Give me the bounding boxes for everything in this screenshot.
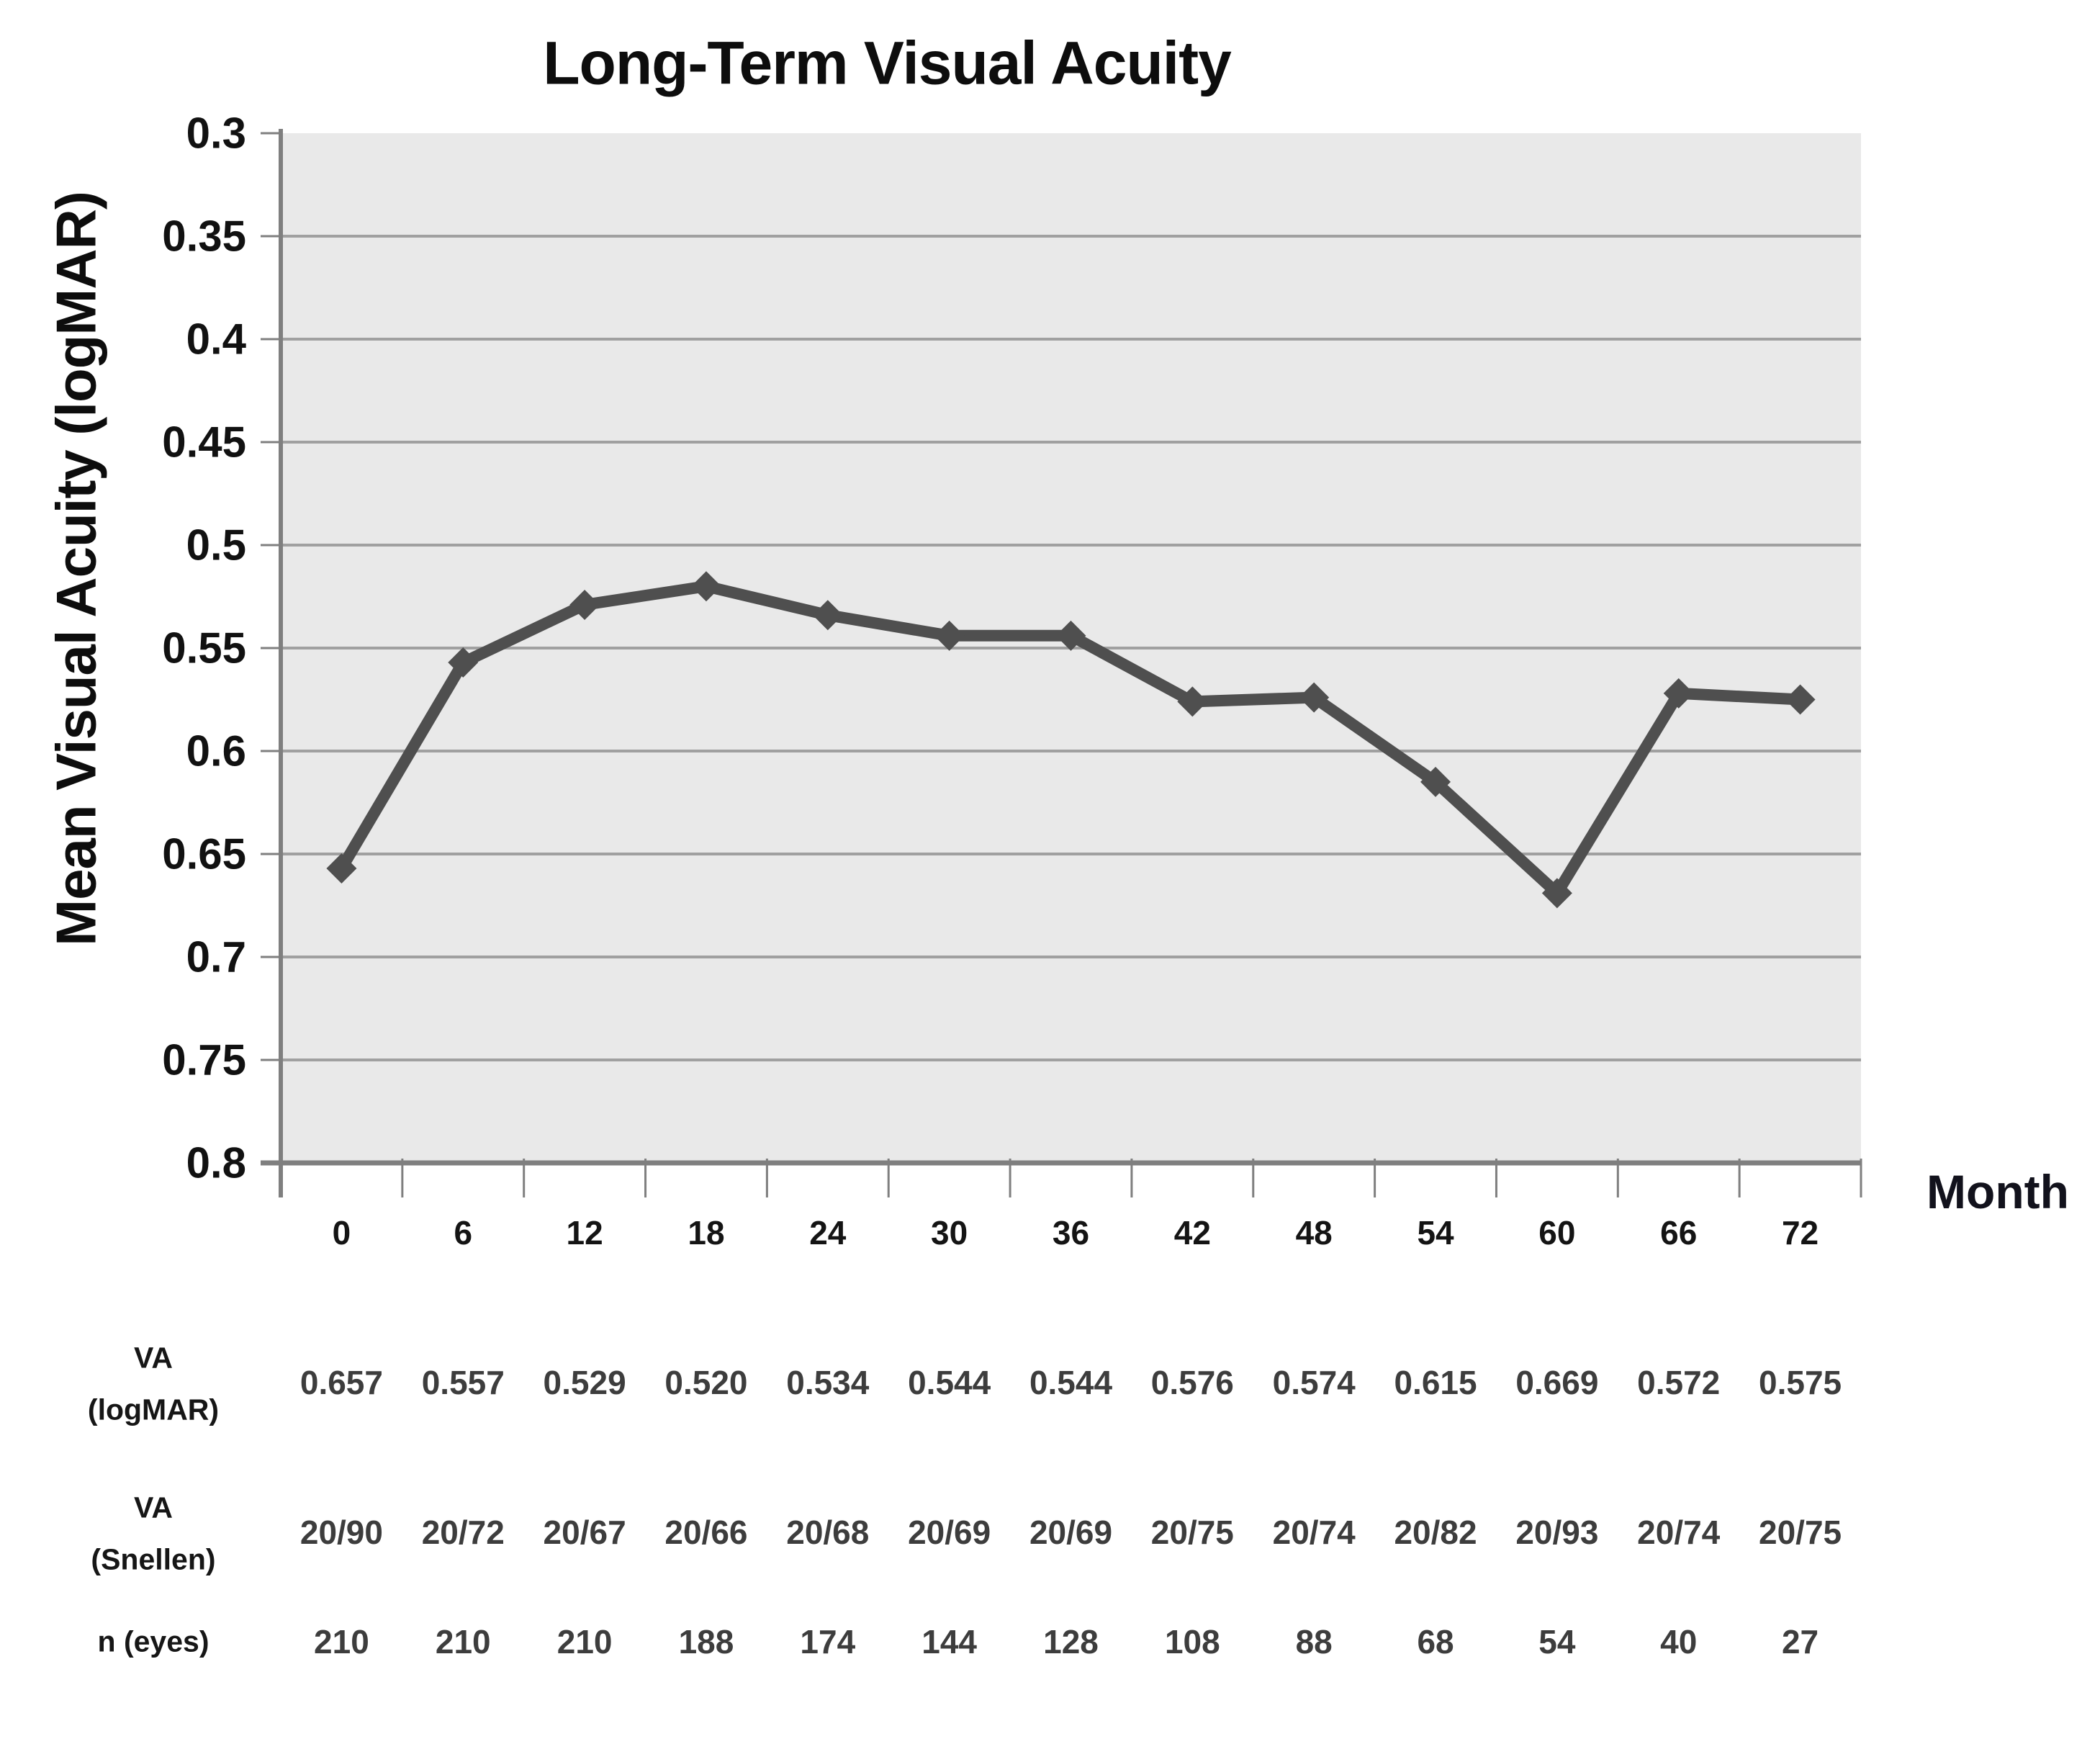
table-cell: 144: [921, 1623, 978, 1660]
chart-title: Long-Term Visual Acuity: [543, 29, 1232, 97]
table-row-label: VA: [134, 1341, 173, 1375]
table-cell: 0.557: [421, 1364, 505, 1401]
table-cell: 174: [800, 1623, 856, 1660]
data-point-marker: [1177, 686, 1208, 717]
data-point-marker: [1785, 684, 1816, 715]
x-tick-label: 0: [332, 1214, 351, 1251]
y-tick-label: 0.35: [162, 212, 246, 261]
x-tick-label: 6: [454, 1214, 473, 1251]
table-cell: 210: [435, 1623, 491, 1660]
table-cell: 20/74: [1272, 1514, 1356, 1551]
data-point-marker: [1299, 682, 1330, 713]
y-axis-title: Mean Visual Acuity (logMAR): [44, 192, 108, 946]
x-tick-label: 48: [1295, 1214, 1333, 1251]
x-tick-label: 18: [688, 1214, 725, 1251]
y-tick-label: 0.45: [162, 418, 246, 467]
table-cell: 0.520: [664, 1364, 748, 1401]
y-tick-label: 0.3: [186, 109, 246, 158]
table-row-label: (Snellen): [91, 1542, 216, 1576]
table-row-label: (logMAR): [87, 1393, 220, 1426]
table-cell: 20/69: [1029, 1514, 1113, 1551]
table-cell: 0.544: [1029, 1364, 1113, 1401]
data-point-marker: [326, 853, 357, 884]
table-cell: 210: [556, 1623, 613, 1660]
table-cell: 0.529: [543, 1364, 626, 1401]
table-cell: 27: [1781, 1623, 1819, 1660]
x-tick-label: 66: [1660, 1214, 1698, 1251]
table-cell: 20/72: [421, 1514, 505, 1551]
y-tick-label: 0.8: [186, 1138, 246, 1187]
table-cell: 88: [1295, 1623, 1333, 1660]
table-cell: 20/75: [1759, 1514, 1842, 1551]
y-tick-label: 0.5: [186, 521, 246, 570]
y-tick-label: 0.4: [186, 315, 246, 364]
y-tick-label: 0.75: [162, 1035, 246, 1084]
x-tick-label: 24: [809, 1214, 847, 1251]
table-cell: 68: [1417, 1623, 1454, 1660]
table-cell: 54: [1538, 1623, 1576, 1660]
y-tick-label: 0.7: [186, 932, 246, 981]
x-tick-label: 54: [1417, 1214, 1454, 1251]
table-cell: 0.544: [908, 1364, 991, 1401]
table-cell: 20/68: [786, 1514, 870, 1551]
x-tick-label: 30: [931, 1214, 968, 1251]
data-point-marker: [448, 647, 479, 678]
y-tick-label: 0.6: [186, 727, 246, 776]
table-cell: 108: [1164, 1623, 1220, 1660]
data-point-marker: [690, 571, 721, 602]
y-tick-label: 0.55: [162, 624, 246, 673]
table-cell: 20/74: [1637, 1514, 1721, 1551]
table-cell: 20/67: [543, 1514, 626, 1551]
data-point-marker: [934, 620, 965, 651]
table-cell: 0.534: [786, 1364, 870, 1401]
table-cell: 188: [678, 1623, 734, 1660]
table-cell: 20/82: [1394, 1514, 1477, 1551]
table-cell: 210: [314, 1623, 369, 1660]
x-tick-label: 36: [1052, 1214, 1090, 1251]
x-tick-label: 60: [1538, 1214, 1576, 1251]
series-line: [335, 580, 1806, 899]
table-row-label: VA: [134, 1491, 173, 1524]
table-cell: 20/90: [299, 1514, 383, 1551]
table-cell: 0.575: [1759, 1364, 1842, 1401]
data-point-marker: [812, 600, 843, 631]
plot-background: [281, 133, 1861, 1163]
y-tick-label: 0.65: [162, 830, 246, 878]
table-cell: 128: [1043, 1623, 1099, 1660]
table-cell: 0.572: [1637, 1364, 1721, 1401]
x-tick-label: 72: [1781, 1214, 1819, 1251]
x-tick-label: 42: [1173, 1214, 1211, 1251]
table-cell: 0.657: [299, 1364, 383, 1401]
table-cell: 20/93: [1515, 1514, 1599, 1551]
table-cell: 0.615: [1394, 1364, 1477, 1401]
data-point-marker: [1541, 878, 1572, 909]
table-cell: 0.669: [1515, 1364, 1599, 1401]
table-cell: 0.576: [1150, 1364, 1234, 1401]
table-cell: 20/75: [1150, 1514, 1234, 1551]
table-cell: 20/69: [908, 1514, 991, 1551]
table-cell: 20/66: [664, 1514, 748, 1551]
data-point-marker: [1663, 678, 1694, 709]
x-tick-label: 12: [566, 1214, 603, 1251]
table-cell: 40: [1660, 1623, 1698, 1660]
table-row-label: n (eyes): [97, 1624, 209, 1658]
data-point-marker: [1420, 766, 1451, 797]
table-cell: 0.574: [1272, 1364, 1356, 1401]
data-point-marker: [1055, 620, 1086, 651]
x-axis-title: Month: [1926, 1165, 2069, 1218]
data-point-marker: [569, 589, 600, 620]
